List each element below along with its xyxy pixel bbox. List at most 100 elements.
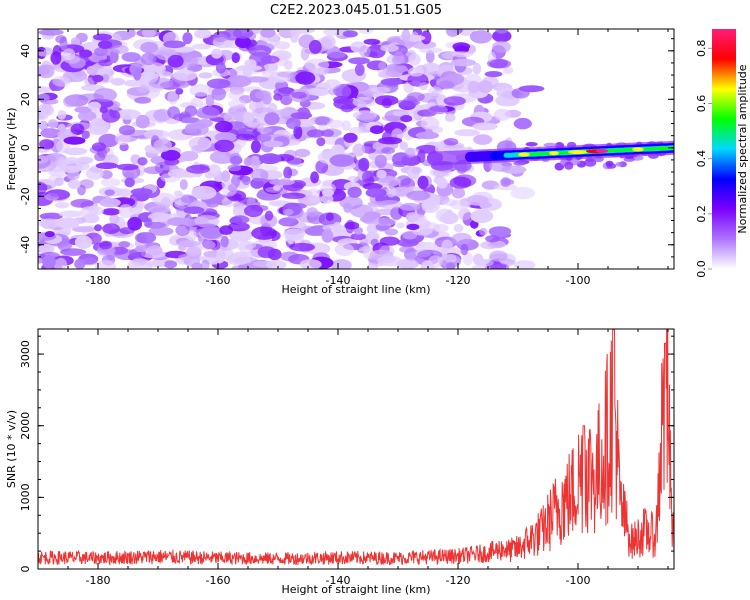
signal-hotspot bbox=[518, 153, 530, 157]
noise-blob bbox=[251, 227, 277, 240]
noise-blob bbox=[284, 228, 305, 240]
noise-blob bbox=[343, 30, 358, 37]
noise-blob bbox=[564, 162, 573, 170]
noise-blob bbox=[439, 81, 455, 90]
noise-blob bbox=[422, 200, 440, 213]
noise-blob bbox=[147, 245, 163, 255]
noise-blob bbox=[584, 159, 596, 167]
noise-blob bbox=[419, 47, 443, 53]
noise-blob bbox=[175, 225, 189, 236]
colorbar-label: Normalized spectral amplitude bbox=[736, 64, 749, 233]
noise-blob bbox=[180, 179, 188, 190]
colorbar-ticks: 0.0 0.2 0.4 0.6 0.8 bbox=[695, 40, 712, 278]
y-tick-label: -20 bbox=[19, 187, 32, 205]
noise-blob bbox=[470, 30, 492, 43]
x-tick-label: -120 bbox=[446, 274, 471, 287]
noise-blob bbox=[226, 253, 251, 265]
noise-blob bbox=[394, 52, 404, 63]
noise-blob bbox=[399, 246, 414, 253]
figure: C2E2.2023.045.01.51.G05 -180 -160 -140 -120… bbox=[0, 0, 750, 600]
colorbar-tick-label: 0.8 bbox=[695, 40, 708, 58]
noise-blob bbox=[99, 198, 120, 207]
noise-blob bbox=[386, 186, 396, 197]
noise-blob bbox=[606, 163, 616, 169]
noise-blob bbox=[411, 167, 422, 175]
noise-blob bbox=[200, 226, 222, 239]
noise-blob bbox=[194, 29, 212, 38]
noise-blob bbox=[472, 122, 497, 130]
noise-blob bbox=[236, 134, 254, 140]
noise-blob bbox=[250, 169, 268, 182]
noise-blob bbox=[419, 82, 428, 90]
noise-blob bbox=[251, 140, 261, 153]
noise-blob bbox=[343, 133, 357, 143]
noise-blob bbox=[401, 29, 410, 42]
noise-blob bbox=[292, 92, 307, 99]
noise-blob bbox=[81, 258, 97, 266]
noise-blob bbox=[526, 142, 538, 147]
noise-blob bbox=[63, 96, 76, 108]
signal-hotspot bbox=[657, 146, 667, 150]
noise-blob bbox=[453, 174, 476, 187]
noise-blob bbox=[380, 44, 399, 51]
noise-blob bbox=[307, 129, 325, 137]
noise-blob bbox=[407, 92, 425, 102]
noise-blob bbox=[119, 241, 131, 248]
figure-title: C2E2.2023.045.01.51.G05 bbox=[270, 3, 442, 18]
noise-blob bbox=[370, 87, 390, 93]
colorbar-gradient bbox=[712, 29, 736, 269]
noise-blob bbox=[191, 98, 203, 108]
y-tick-label: 1000 bbox=[19, 483, 32, 511]
noise-blob bbox=[479, 228, 488, 236]
noise-blob bbox=[321, 194, 334, 204]
noise-blob bbox=[307, 207, 318, 217]
noise-blob bbox=[347, 187, 361, 198]
snr-x-label: Height of straight line (km) bbox=[281, 583, 430, 596]
noise-blob bbox=[94, 224, 102, 231]
noise-blob bbox=[154, 139, 172, 152]
noise-blob bbox=[485, 235, 500, 242]
noise-blob bbox=[348, 57, 370, 64]
noise-blob bbox=[327, 120, 344, 129]
noise-blob bbox=[38, 218, 61, 228]
noise-blob bbox=[178, 253, 202, 261]
noise-blob bbox=[93, 88, 117, 102]
noise-blob bbox=[283, 209, 294, 215]
y-tick-label: -40 bbox=[19, 236, 32, 254]
noise-blob bbox=[343, 203, 352, 213]
noise-blob bbox=[58, 110, 67, 120]
noise-blob bbox=[50, 190, 69, 197]
noise-blob bbox=[37, 104, 54, 117]
noise-blob bbox=[364, 212, 381, 219]
noise-blob bbox=[353, 97, 376, 107]
noise-blob bbox=[38, 65, 55, 79]
noise-blob bbox=[226, 75, 252, 87]
noise-blob bbox=[377, 256, 402, 267]
colorbar-tick-label: 0.6 bbox=[695, 95, 708, 113]
noise-blob bbox=[428, 255, 443, 268]
noise-blob bbox=[92, 142, 106, 151]
noise-blob bbox=[221, 236, 229, 248]
noise-blob bbox=[489, 251, 507, 262]
noise-blob bbox=[399, 203, 420, 211]
noise-blob bbox=[102, 223, 120, 234]
noise-blob bbox=[136, 115, 150, 129]
noise-blob bbox=[185, 124, 197, 134]
noise-blob bbox=[111, 78, 125, 86]
noise-blob bbox=[59, 211, 84, 218]
noise-blob bbox=[268, 249, 282, 261]
noise-blob bbox=[137, 157, 147, 165]
noise-blob bbox=[408, 54, 420, 66]
noise-blob bbox=[37, 94, 50, 103]
x-tick-label: -160 bbox=[206, 274, 231, 287]
y-tick-label: 20 bbox=[19, 92, 32, 106]
noise-blob bbox=[175, 88, 183, 95]
noise-blob bbox=[445, 254, 457, 263]
noise-blob bbox=[54, 177, 63, 186]
noise-blob bbox=[127, 259, 153, 273]
noise-blob bbox=[191, 186, 216, 200]
noise-blob bbox=[39, 29, 64, 36]
noise-blob bbox=[122, 52, 141, 62]
noise-blob bbox=[92, 75, 103, 82]
snr-y-label: SNR (10 * v/v) bbox=[5, 410, 18, 488]
